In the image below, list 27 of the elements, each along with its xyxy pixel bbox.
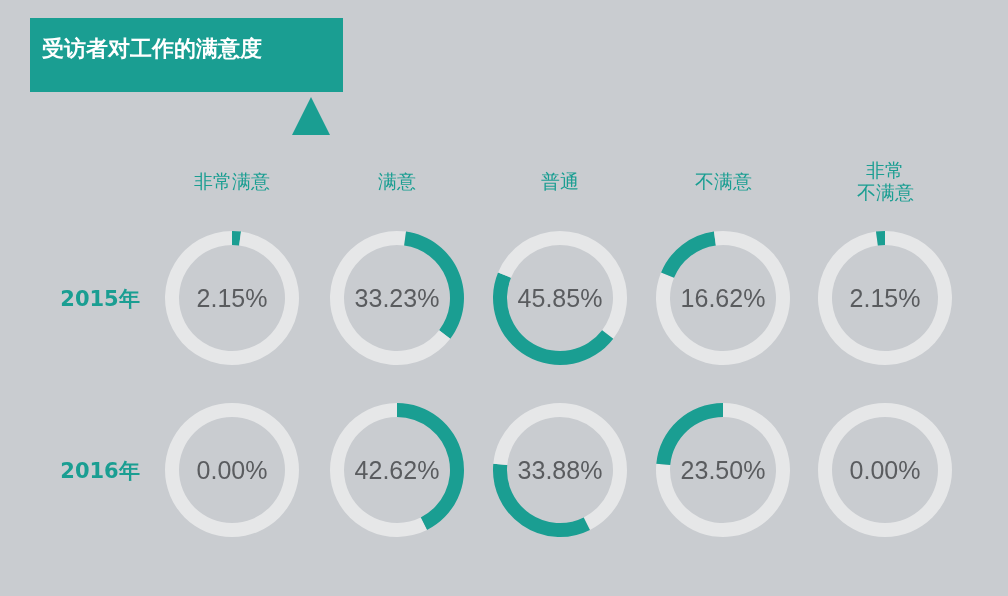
chart-title: 不满意 xyxy=(694,170,752,192)
text: 42.62% xyxy=(354,456,440,484)
donut-slice xyxy=(330,231,451,365)
donut-slice xyxy=(232,231,242,246)
text: 2.15% xyxy=(196,284,268,312)
text: 23.50% xyxy=(680,456,766,484)
text: 0.00% xyxy=(849,456,921,484)
donut-slice xyxy=(165,231,299,365)
chart-title: 满意 xyxy=(378,170,416,192)
chart-title: 非常满意 xyxy=(194,170,270,192)
text: 受访者对工作的满意度 xyxy=(42,36,262,61)
donut-slice xyxy=(661,231,716,278)
text: 45.85% xyxy=(517,284,603,312)
text: 2016年 xyxy=(60,459,140,483)
text: 33.23% xyxy=(354,284,440,312)
text: 0.00% xyxy=(196,456,268,484)
text: 33.88% xyxy=(517,456,603,484)
donut-slice xyxy=(656,403,790,537)
chart-title: 非常不满意 xyxy=(856,159,914,203)
donut-slice xyxy=(493,272,614,365)
text: 2015年 xyxy=(60,287,140,311)
donut-slice xyxy=(656,231,790,365)
chart-title: 普通 xyxy=(541,170,579,192)
donut-slice xyxy=(875,231,885,246)
donut-slice xyxy=(818,231,952,365)
text: 16.62% xyxy=(680,284,766,312)
text: 2.15% xyxy=(849,284,921,312)
